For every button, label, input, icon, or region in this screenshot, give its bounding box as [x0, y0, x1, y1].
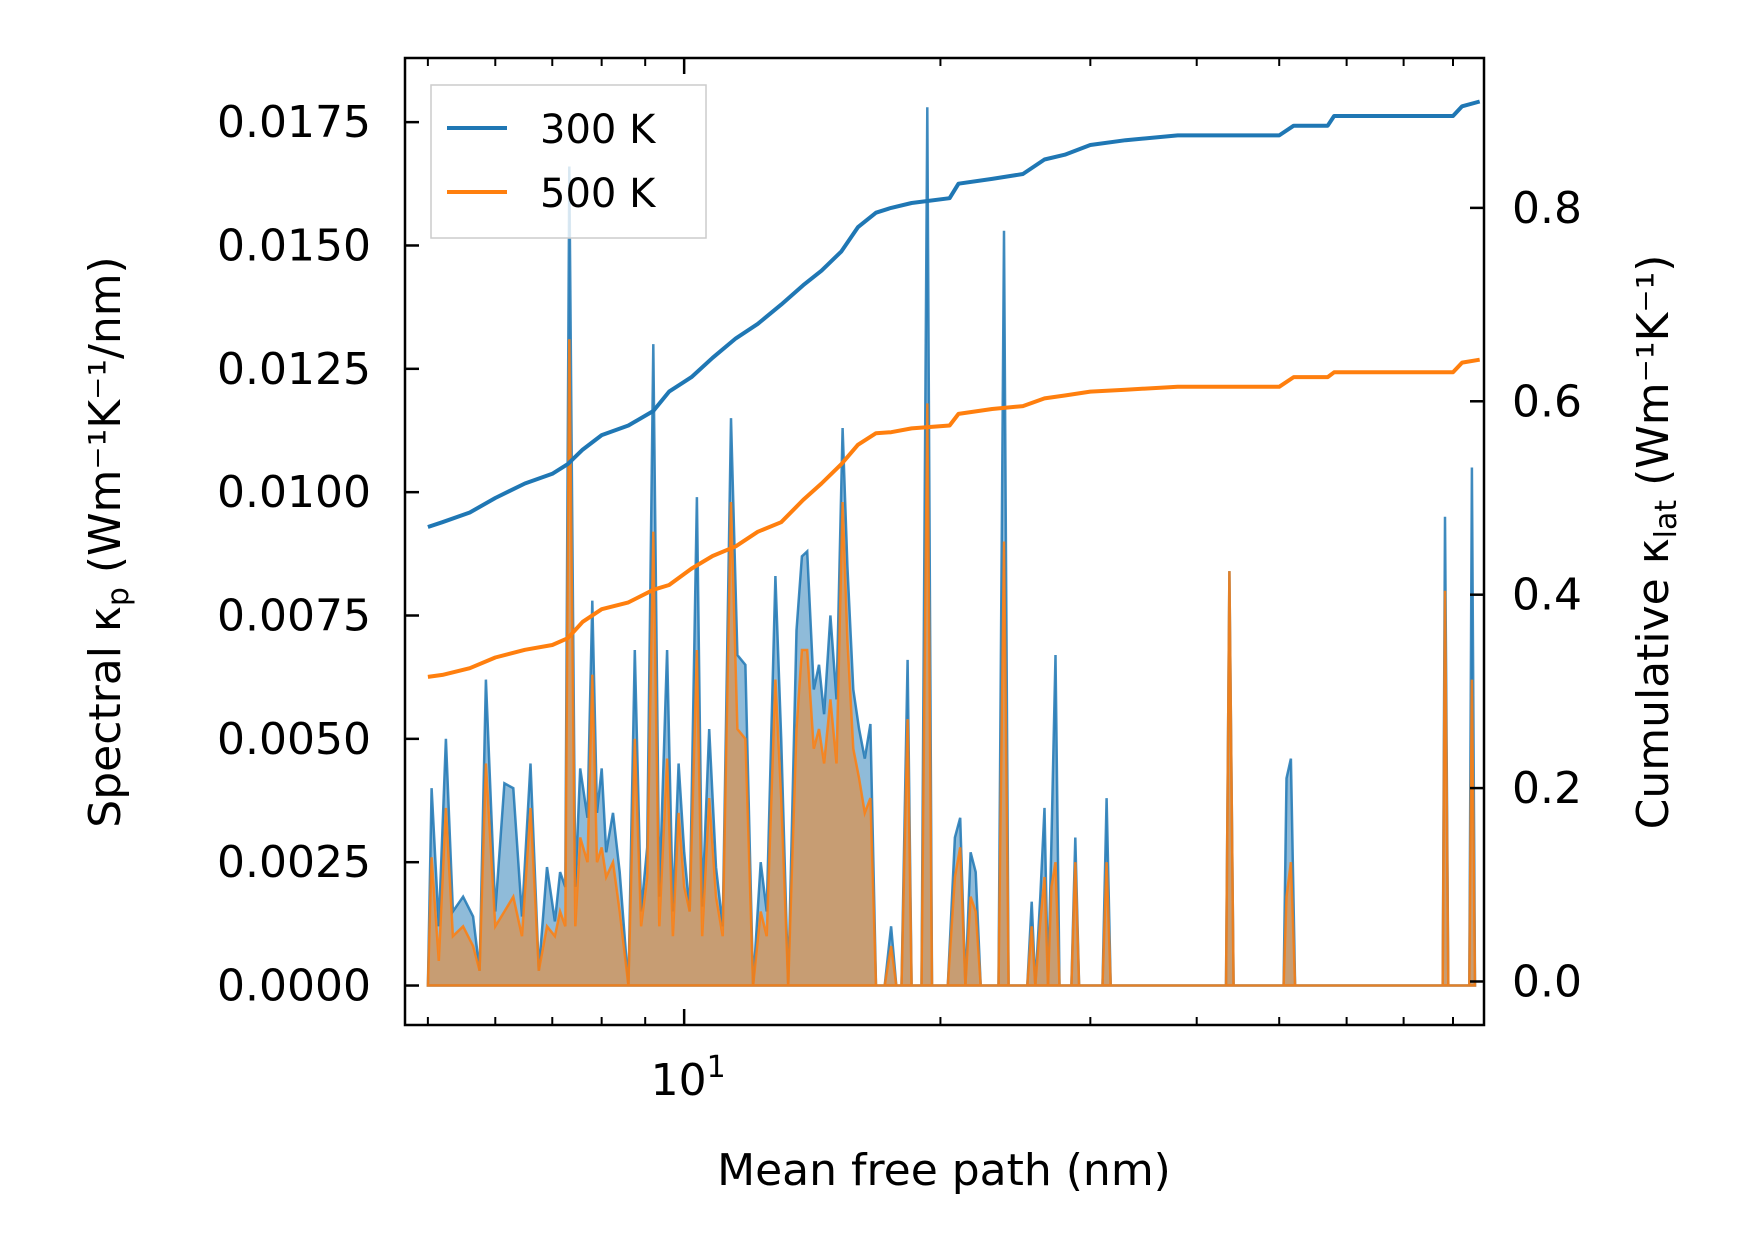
y-axis-left-label: Spectral κp (Wm⁻¹K⁻¹/nm)	[80, 256, 136, 827]
spectral-area-500k	[426, 339, 1477, 987]
y-right-label-sub: lat	[1649, 500, 1684, 539]
y-left-tick-label: 0.0150	[217, 220, 371, 271]
y-left-tick-label: 0.0075	[217, 591, 371, 642]
tick-labels: 101 0.0000 0.0025 0.0050 0.0075 0.0100 0.0125 0…	[217, 97, 1582, 1106]
cumulative-line-500k	[427, 357, 1481, 679]
y-right-tick-label: 0.0	[1512, 956, 1582, 1007]
y-left-label-prefix: Spectral κ	[80, 606, 131, 828]
y-left-tick-label: 0.0100	[217, 467, 371, 518]
y-right-label-prefix: Cumulative κ	[1628, 538, 1679, 829]
legend-label-300k: 300 K	[540, 107, 657, 153]
y-left-tick-label: 0.0125	[217, 344, 371, 395]
x-axis-label: Mean free path (nm)	[717, 1145, 1171, 1196]
spectral-areas	[426, 107, 1477, 987]
plot-frame	[403, 56, 1486, 1027]
y-left-tick-label: 0.0175	[217, 97, 371, 148]
y-left-label-units: (Wm⁻¹K⁻¹/nm)	[80, 256, 131, 587]
legend-box	[430, 84, 707, 239]
y-right-label-units: (Wm⁻¹K⁻¹)	[1628, 255, 1679, 500]
x-tick-label-exp: 1	[707, 1050, 726, 1085]
axis-ticks	[405, 58, 1484, 1025]
x-tick-label: 101	[651, 1050, 726, 1106]
y-right-tick-label: 0.4	[1512, 570, 1582, 621]
y-right-tick-label: 0.8	[1512, 183, 1582, 234]
y-left-label-sub: p	[101, 587, 136, 606]
y-right-tick-label: 0.6	[1512, 376, 1582, 427]
legend: 300 K 500 K	[430, 84, 707, 239]
legend-label-500k: 500 K	[540, 171, 657, 217]
x-tick-label-base: 10	[651, 1055, 707, 1106]
y-left-tick-label: 0.0025	[217, 837, 371, 888]
y-axis-right-label: Cumulative κlat (Wm⁻¹K⁻¹)	[1628, 255, 1684, 830]
cumulative-lines	[427, 99, 1481, 679]
y-right-tick-label: 0.2	[1512, 763, 1582, 814]
y-left-tick-label: 0.0000	[217, 961, 371, 1012]
cumulative-line-300k	[427, 99, 1481, 529]
y-left-tick-label: 0.0050	[217, 714, 371, 765]
